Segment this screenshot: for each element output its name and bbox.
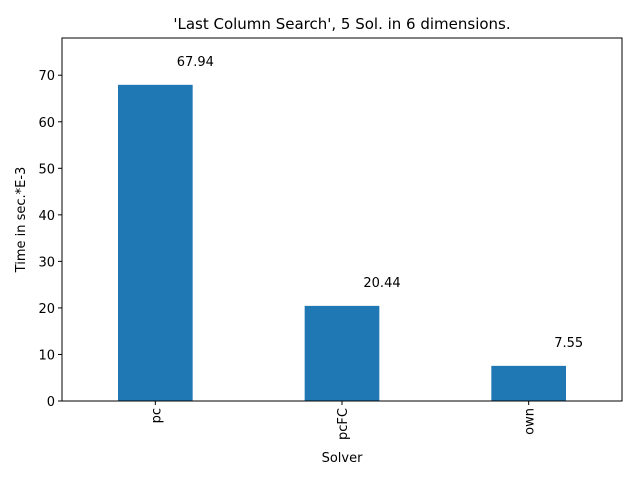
y-axis-label: Time in sec.*E-3 [14, 167, 29, 274]
y-axis: 0 10 20 30 40 50 60 70 [38, 69, 62, 410]
data-labels-group: 67.94 20.44 7.55 [177, 55, 583, 351]
y-tick-label: 40 [38, 209, 55, 224]
bar-own [491, 365, 566, 401]
bar-pc [118, 84, 193, 402]
x-tick-label-own: own [523, 408, 538, 435]
y-tick-label: 60 [38, 116, 55, 131]
y-tick-label: 70 [38, 69, 55, 84]
data-label-pcfc: 20.44 [363, 276, 400, 291]
x-tick-label-pcfc: pcFC [336, 408, 351, 440]
y-tick-label: 50 [38, 162, 55, 177]
y-tick-label: 20 [38, 302, 55, 317]
x-axis-label: Solver [322, 451, 364, 466]
y-tick-label: 10 [38, 348, 55, 363]
plot-frame [61, 37, 623, 402]
bar-pcfc [304, 305, 380, 401]
x-axis: pc pcFC own [149, 401, 538, 440]
data-label-own: 7.55 [554, 336, 583, 351]
bars-group [118, 84, 566, 402]
y-tick-label: 30 [38, 255, 55, 270]
y-tick-label: 0 [47, 395, 55, 410]
x-tick-label-pc: pc [149, 408, 164, 423]
chart-title: 'Last Column Search', 5 Sol. in 6 dimens… [173, 15, 510, 33]
data-label-pc: 67.94 [177, 55, 214, 70]
